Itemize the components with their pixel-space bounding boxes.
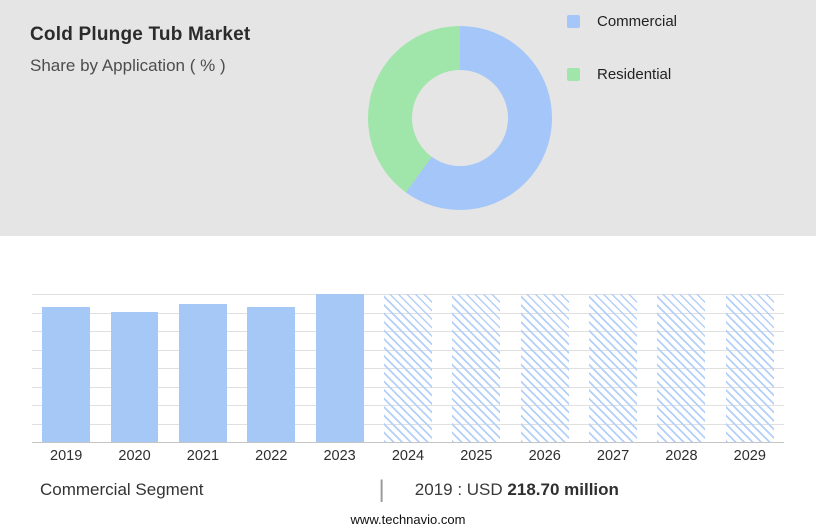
forecast-bar-2025: [452, 294, 501, 442]
legend-label-commercial: Commercial: [597, 13, 678, 30]
x-label-2027: 2027: [596, 448, 630, 464]
historical-bar-2020: [110, 311, 159, 442]
bar-2028: [647, 294, 715, 442]
forecast-bar-2028: [657, 294, 706, 442]
bar-2026: [511, 294, 579, 442]
bar-chart-panel: 2019 2020 2021 2022 2023 2024 2025 2026 2027 2028…: [0, 236, 816, 528]
footer-row: Commercial Segment | 2019 : USD 218.70 m…: [40, 476, 776, 504]
bar-2029: [716, 294, 784, 442]
page-subtitle: Share by Application ( % ): [30, 56, 226, 75]
x-label-2019: 2019: [50, 448, 83, 464]
value-prefix: 2019 : USD: [414, 480, 503, 499]
header: Cold Plunge Tub Market Share by Applicat…: [30, 24, 250, 76]
forecast-bar-2027: [589, 294, 637, 442]
legend-swatch-commercial: [567, 15, 580, 28]
x-axis-labels: 2019 2020 2021 2022 2023 2024 2025 2026 2027 2028…: [32, 448, 784, 464]
segment-label: Commercial Segment: [40, 480, 204, 499]
x-label-2023: 2023: [323, 448, 356, 464]
legend-item-residential: Residential: [567, 66, 677, 83]
historical-bar-2019: [42, 307, 91, 442]
bar-2023: [305, 294, 373, 442]
forecast-bar-2026: [520, 294, 569, 442]
donut-chart: [368, 26, 552, 210]
x-label-2024: 2024: [391, 448, 425, 464]
x-label-2025: 2025: [460, 448, 493, 464]
bar-2022: [237, 294, 305, 442]
historical-bar-2022: [247, 307, 296, 442]
x-label-2020: 2020: [118, 448, 151, 464]
x-label-2026: 2026: [528, 448, 561, 464]
historical-bar-2023: [315, 294, 364, 442]
forecast-bar-2024: [384, 294, 432, 442]
page-title: Cold Plunge Tub Market: [30, 24, 251, 45]
value-bold: 218.70 million: [507, 480, 619, 499]
legend-swatch-residential: [567, 68, 580, 81]
x-label-2028: 2028: [665, 448, 698, 464]
bar-chart-plot: [32, 294, 784, 443]
forecast-bar-2029: [725, 294, 774, 442]
bar-2024: [374, 294, 442, 442]
bar-2027: [579, 294, 647, 442]
legend-label-residential: Residential: [597, 66, 672, 83]
bar-2021: [169, 294, 237, 442]
legend-item-commercial: Commercial: [567, 13, 677, 30]
market-overview-panel: Cold Plunge Tub Market Share by Applicat…: [0, 0, 816, 236]
x-label-2021: 2021: [186, 448, 220, 464]
historical-bar-2021: [178, 304, 227, 442]
bar-2019: [32, 294, 100, 442]
bar-2020: [100, 294, 168, 442]
x-axis-line: [32, 442, 784, 443]
value-text: 2019 : USD 218.70 million: [415, 480, 619, 500]
legend: Commercial Residential: [567, 13, 677, 119]
separator: |: [378, 476, 385, 503]
website-link[interactable]: www.technavio.com: [350, 512, 466, 527]
bar-2025: [442, 294, 510, 442]
x-label-2029: 2029: [733, 448, 766, 464]
x-label-2022: 2022: [255, 448, 288, 464]
bar-chart-bars: [32, 294, 784, 442]
